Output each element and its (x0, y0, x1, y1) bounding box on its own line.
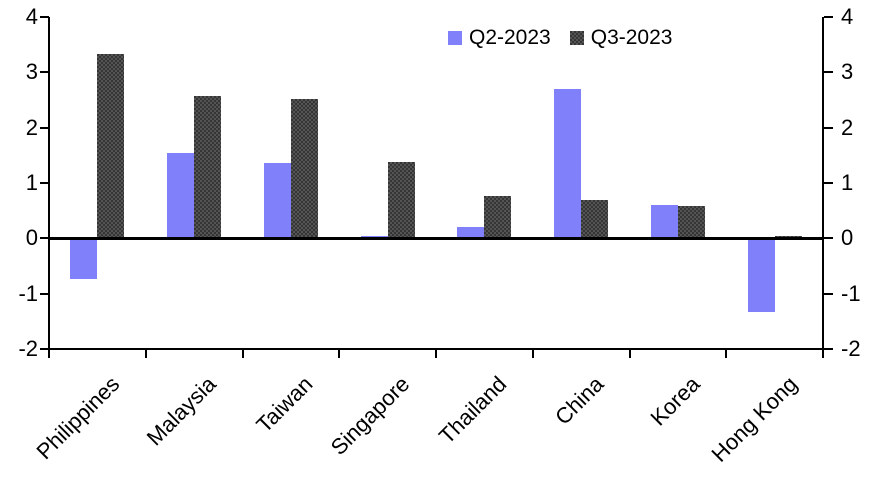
y-tick-left-icon (40, 182, 49, 184)
y-tick-label-left: 2 (25, 114, 38, 140)
x-tick-icon (628, 348, 631, 358)
legend-label-q3-2023: Q3-2023 (590, 26, 673, 49)
bar-q3-2023-malaysia (194, 95, 222, 239)
x-tick-icon (48, 348, 50, 358)
bar-q3-2023-korea (677, 205, 705, 239)
y-tick-left-icon (40, 237, 49, 240)
x-category-label-malaysia: Malaysia (142, 371, 222, 451)
legend-label-q2-2023: Q2-2023 (469, 26, 551, 49)
y-tick-label-right: 1 (841, 170, 854, 195)
y-tick-label-right: 0 (841, 225, 854, 251)
y-tick-label-left: 3 (25, 59, 38, 85)
x-category-label-korea: Korea (645, 371, 705, 431)
y-tick-label-right: 4 (841, 4, 854, 29)
legend-swatch-q2-2023-icon (448, 31, 462, 45)
bar-q3-2023-hong-kong (774, 235, 802, 239)
bar-q3-2023-china (581, 199, 609, 239)
x-category-label-thailand: Thailand (433, 371, 512, 449)
bar-q3-2023-singapore (387, 161, 415, 239)
legend-item-q3-2023: Q3-2023 (569, 26, 673, 50)
y-tick-right-icon (824, 71, 833, 74)
y-tick-right-icon (824, 292, 833, 295)
bar-q2-2023-thailand (457, 226, 485, 239)
x-category-label-philippines: Philippines (31, 371, 125, 465)
x-tick-icon (822, 348, 824, 358)
y-tick-right-icon (824, 16, 833, 18)
y-tick-label-right: -2 (841, 336, 861, 361)
y-tick-left-icon (40, 126, 49, 129)
x-category-label-china: China (549, 371, 609, 430)
y-tick-right-icon (824, 182, 833, 184)
bar-q3-2023-thailand (484, 196, 512, 239)
x-tick-icon (338, 348, 341, 358)
y-axis-left (48, 17, 50, 358)
y-tick-left-icon (40, 292, 49, 295)
y-axis-right (822, 17, 824, 358)
zero-line (49, 237, 823, 241)
y-tick-label-left: -1 (18, 280, 38, 306)
y-tick-label-left: 1 (25, 170, 38, 195)
y-tick-right-icon (824, 126, 833, 129)
y-tick-left-icon (40, 16, 49, 18)
y-tick-label-right: 2 (841, 114, 854, 140)
legend: Q2-2023 Q3-2023 (448, 26, 672, 50)
y-tick-label-left: -2 (18, 336, 38, 361)
y-tick-right-icon (824, 348, 833, 350)
bar-q3-2023-philippines (97, 54, 125, 239)
x-tick-icon (241, 348, 244, 358)
x-category-label-hong-kong: Hong Kong (706, 371, 802, 467)
legend-swatch-q3-2023-icon (569, 31, 584, 45)
y-tick-right-icon (824, 237, 833, 240)
x-tick-icon (725, 348, 728, 358)
bar-q2-2023-china (554, 88, 582, 239)
x-tick-icon (144, 348, 147, 358)
bar-q2-2023-korea (650, 205, 678, 239)
bar-q2-2023-taiwan (263, 162, 291, 239)
legend-item-q2-2023: Q2-2023 (448, 26, 551, 50)
y-tick-label-left: 0 (25, 225, 38, 251)
bar-q2-2023-philippines (70, 238, 98, 279)
y-tick-left-icon (40, 348, 49, 350)
bar-q2-2023-malaysia (167, 152, 195, 239)
x-tick-icon (435, 348, 437, 358)
y-tick-left-icon (40, 71, 49, 74)
y-tick-label-left: 4 (25, 4, 38, 29)
x-category-label-taiwan: Taiwan (251, 371, 318, 438)
bar-q2-2023-hong-kong (747, 238, 775, 313)
bar-q2-2023-singapore (360, 236, 388, 239)
x-category-label-singapore: Singapore (325, 371, 415, 460)
bar-q3-2023-taiwan (290, 99, 318, 239)
y-tick-label-right: -1 (841, 280, 861, 306)
y-tick-label-right: 3 (841, 59, 854, 85)
x-tick-icon (531, 348, 534, 358)
